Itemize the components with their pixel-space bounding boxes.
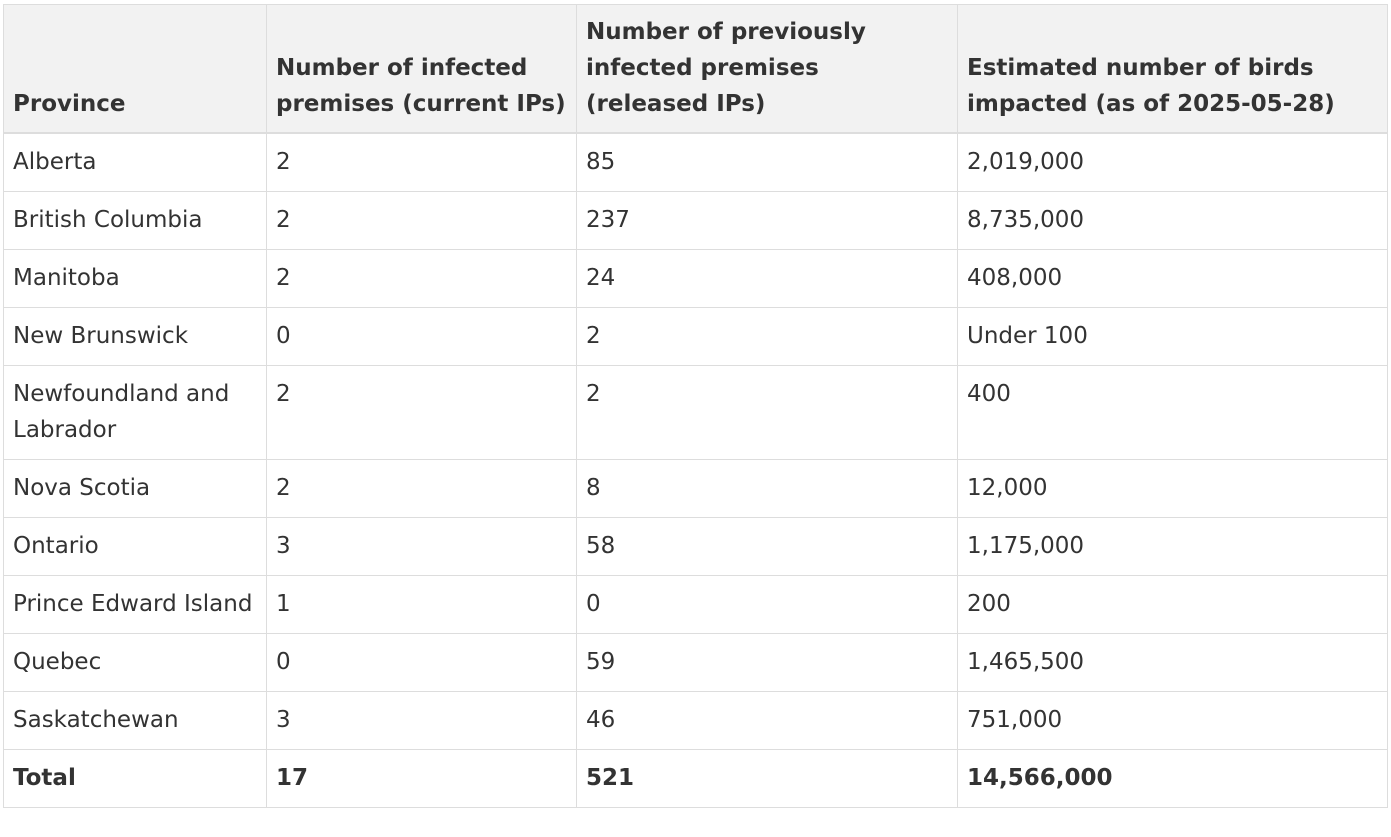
cell-birds-impacted: Under 100 xyxy=(957,306,1388,366)
cell-current-ips: 1 xyxy=(266,574,577,634)
cell-current-ips: 2 xyxy=(266,190,577,250)
avian-influenza-provinces-table: Province Number of infected premises (cu… xyxy=(3,4,1388,808)
cell-province: Manitoba xyxy=(3,248,267,308)
cell-province: Prince Edward Island xyxy=(3,574,267,634)
header-released-ips: Number of previously infected premises (… xyxy=(576,4,958,134)
cell-province: Newfoundland and Labrador xyxy=(3,364,267,460)
cell-current-ips: 0 xyxy=(266,306,577,366)
table-row: Manitoba 2 24 408,000 xyxy=(3,248,1388,308)
cell-current-ips: 0 xyxy=(266,632,577,692)
table-body: Alberta 2 85 2,019,000 British Columbia … xyxy=(3,132,1388,808)
header-birds-impacted: Estimated number of birds impacted (as o… xyxy=(957,4,1388,134)
cell-birds-impacted: 408,000 xyxy=(957,248,1388,308)
cell-released-ips: 46 xyxy=(576,690,958,750)
table-header: Province Number of infected premises (cu… xyxy=(3,4,1388,134)
total-released-ips: 521 xyxy=(576,748,958,808)
cell-released-ips: 58 xyxy=(576,516,958,576)
cell-province: Nova Scotia xyxy=(3,458,267,518)
cell-birds-impacted: 1,175,000 xyxy=(957,516,1388,576)
cell-birds-impacted: 2,019,000 xyxy=(957,132,1388,192)
cell-released-ips: 85 xyxy=(576,132,958,192)
cell-released-ips: 8 xyxy=(576,458,958,518)
cell-released-ips: 237 xyxy=(576,190,958,250)
cell-current-ips: 3 xyxy=(266,516,577,576)
cell-province: Quebec xyxy=(3,632,267,692)
table-row: Prince Edward Island 1 0 200 xyxy=(3,574,1388,634)
table-row: Alberta 2 85 2,019,000 xyxy=(3,132,1388,192)
cell-released-ips: 2 xyxy=(576,306,958,366)
cell-current-ips: 2 xyxy=(266,132,577,192)
table-row: British Columbia 2 237 8,735,000 xyxy=(3,190,1388,250)
cell-province: Alberta xyxy=(3,132,267,192)
cell-province: Ontario xyxy=(3,516,267,576)
cell-province: New Brunswick xyxy=(3,306,267,366)
total-current-ips: 17 xyxy=(266,748,577,808)
header-current-ips: Number of infected premises (current IPs… xyxy=(266,4,577,134)
cell-birds-impacted: 200 xyxy=(957,574,1388,634)
cell-released-ips: 2 xyxy=(576,364,958,460)
cell-birds-impacted: 751,000 xyxy=(957,690,1388,750)
table-row: New Brunswick 0 2 Under 100 xyxy=(3,306,1388,366)
cell-released-ips: 24 xyxy=(576,248,958,308)
total-label: Total xyxy=(3,748,267,808)
cell-current-ips: 3 xyxy=(266,690,577,750)
cell-current-ips: 2 xyxy=(266,248,577,308)
cell-province: Saskatchewan xyxy=(3,690,267,750)
cell-province: British Columbia xyxy=(3,190,267,250)
header-row: Province Number of infected premises (cu… xyxy=(3,4,1388,134)
cell-current-ips: 2 xyxy=(266,364,577,460)
cell-released-ips: 59 xyxy=(576,632,958,692)
cell-birds-impacted: 400 xyxy=(957,364,1388,460)
header-province: Province xyxy=(3,4,267,134)
table-row: Saskatchewan 3 46 751,000 xyxy=(3,690,1388,750)
cell-birds-impacted: 8,735,000 xyxy=(957,190,1388,250)
cell-current-ips: 2 xyxy=(266,458,577,518)
table-row: Quebec 0 59 1,465,500 xyxy=(3,632,1388,692)
total-birds-impacted: 14,566,000 xyxy=(957,748,1388,808)
table-row: Nova Scotia 2 8 12,000 xyxy=(3,458,1388,518)
total-row: Total 17 521 14,566,000 xyxy=(3,748,1388,808)
table-row: Ontario 3 58 1,175,000 xyxy=(3,516,1388,576)
cell-birds-impacted: 1,465,500 xyxy=(957,632,1388,692)
cell-birds-impacted: 12,000 xyxy=(957,458,1388,518)
cell-released-ips: 0 xyxy=(576,574,958,634)
table-row: Newfoundland and Labrador 2 2 400 xyxy=(3,364,1388,460)
